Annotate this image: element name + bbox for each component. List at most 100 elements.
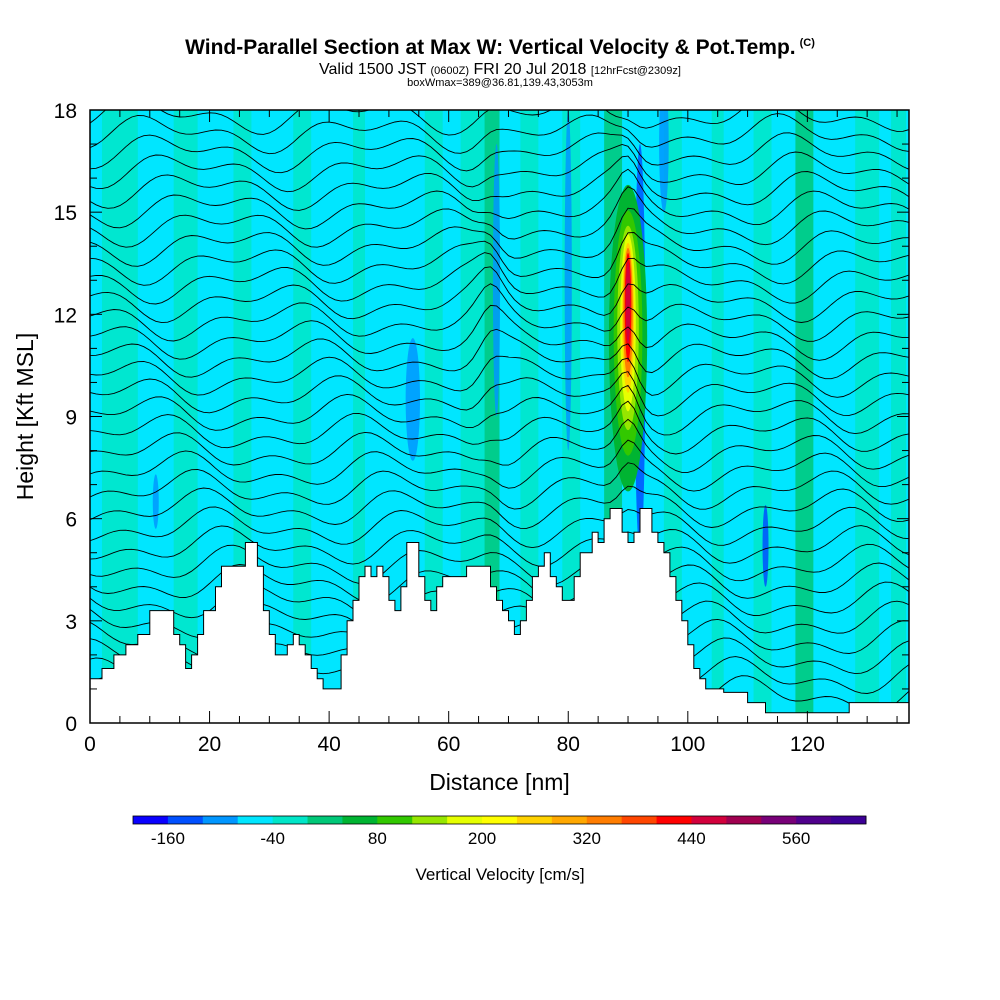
isentrope-line	[90, 462, 909, 510]
x-tick-label: 0	[84, 733, 96, 756]
colorbar-swatch	[307, 816, 343, 824]
copyright-mark: (C)	[799, 37, 815, 49]
colorbar-swatch	[551, 816, 588, 824]
isentrope-line	[90, 252, 909, 305]
updraft-band	[293, 110, 312, 723]
downdraft-core	[492, 144, 501, 417]
isentrope-line	[90, 418, 909, 473]
isentrope-line	[90, 113, 909, 155]
colorbar-tick-label: 440	[677, 829, 705, 848]
velocity-field	[90, 110, 909, 723]
y-tick-label: 18	[54, 100, 77, 123]
isentrope-line	[90, 355, 909, 398]
colorbar: -160 -40 80 200 320 440 560 Vertical Velocity […	[132, 815, 867, 884]
updraft-core-contour	[625, 261, 631, 344]
isentrope-line	[90, 525, 909, 567]
colorbar-swatch	[342, 816, 378, 824]
colorbar-swatch	[761, 816, 797, 824]
y-tick-label: 9	[65, 407, 77, 430]
valid-time: Valid 1500 JST	[319, 61, 427, 78]
isentrope-line	[90, 168, 909, 230]
isentrope-line	[90, 328, 909, 380]
y-tick-label: 6	[65, 509, 77, 532]
colorbar-swatch	[482, 816, 518, 824]
isentrope-line	[90, 439, 909, 492]
valid-utc: (0600Z)	[430, 65, 470, 77]
colorbar-frame	[132, 815, 867, 825]
x-axis: 0 20 40 60 80 100 120	[84, 110, 898, 756]
chart-subtitle: Valid 1500 JST (0600Z) FRI 20 Jul 2018 […	[0, 61, 1000, 79]
colorbar-swatch	[412, 816, 448, 824]
downdraft-core	[659, 110, 669, 213]
isentrope-line	[90, 400, 909, 455]
updraft-band	[855, 110, 880, 723]
y-tick-label: 15	[54, 202, 77, 225]
colorbar-swatch	[167, 816, 204, 824]
isentrope-line	[90, 283, 909, 342]
x-tick-label: 80	[557, 733, 580, 756]
colorbar-swatch	[796, 816, 832, 824]
colorbar-swatch	[237, 816, 274, 824]
valid-date: FRI 20 Jul 2018	[473, 61, 587, 78]
x-tick-label: 20	[198, 733, 221, 756]
chart-title-text: Wind-Parallel Section at Max W: Vertical…	[185, 36, 796, 59]
colorbar-tick-label: 80	[368, 829, 387, 848]
updraft-band	[711, 110, 724, 723]
colorbar-swatch	[377, 816, 413, 824]
colorbar-tick-label: -40	[260, 829, 285, 848]
isentrope-line	[90, 186, 909, 248]
x-tick-label: 40	[317, 733, 340, 756]
isentrope-line	[90, 506, 909, 549]
colorbar-swatch	[133, 816, 169, 824]
isentrope-line	[90, 132, 909, 174]
x-axis-label: Distance [nm]	[429, 769, 570, 795]
colorbar-tick-label: 320	[573, 829, 601, 848]
forecast-info: [12hrFcst@2309z]	[590, 65, 681, 77]
y-tick-label: 0	[65, 713, 77, 736]
colorbar-label: Vertical Velocity [cm/s]	[415, 865, 584, 884]
updraft-band	[795, 110, 814, 723]
colorbar-tick-label: -160	[151, 829, 185, 848]
chart-title: Wind-Parallel Section at Max W: Vertical…	[0, 36, 1000, 60]
colorbar-swatch	[831, 816, 867, 824]
isentrope-line	[90, 144, 909, 193]
isentrope-line	[90, 232, 909, 286]
updraft-band	[101, 110, 138, 723]
y-axis-label: Height [Kft MSL]	[12, 333, 38, 500]
colorbar-swatch	[516, 816, 553, 824]
isentrope-line	[90, 304, 909, 361]
colorbar-swatch	[202, 816, 239, 824]
x-tick-label: 120	[790, 733, 825, 756]
colorbar-swatch	[586, 816, 623, 824]
updraft-band	[520, 110, 539, 723]
terrain	[90, 508, 909, 723]
colorbar-swatch	[656, 816, 692, 824]
x-tick-label: 60	[437, 733, 460, 756]
downdraft-core	[152, 474, 159, 529]
colorbar-swatch	[621, 816, 658, 824]
y-tick-label: 12	[54, 304, 77, 327]
isentrope-line	[90, 110, 909, 136]
colorbar-swatch	[726, 816, 762, 824]
isentrope-line	[90, 371, 909, 417]
box-info: boxWmax=389@36.81,139.43,3053m	[407, 77, 593, 89]
isentrope-line	[90, 207, 909, 267]
isentrope-line	[90, 543, 909, 586]
colorbar-tick-label: 560	[782, 829, 810, 848]
updraft-band	[173, 110, 198, 723]
colorbar-swatch	[691, 816, 727, 824]
colorbar-tick-label: 200	[468, 829, 496, 848]
isentrope-line	[90, 485, 909, 529]
x-tick-label: 100	[670, 733, 705, 756]
colorbar-swatch	[272, 816, 309, 824]
downdraft-core	[405, 338, 420, 461]
y-tick-label: 3	[65, 611, 77, 634]
downdraft-core	[564, 110, 572, 451]
updraft-band	[353, 110, 365, 723]
colorbar-swatch	[447, 816, 483, 824]
isentrope-line	[90, 266, 909, 324]
isentrope-line	[90, 384, 909, 436]
downdraft-core	[762, 505, 769, 587]
isentrope-line	[90, 155, 909, 211]
